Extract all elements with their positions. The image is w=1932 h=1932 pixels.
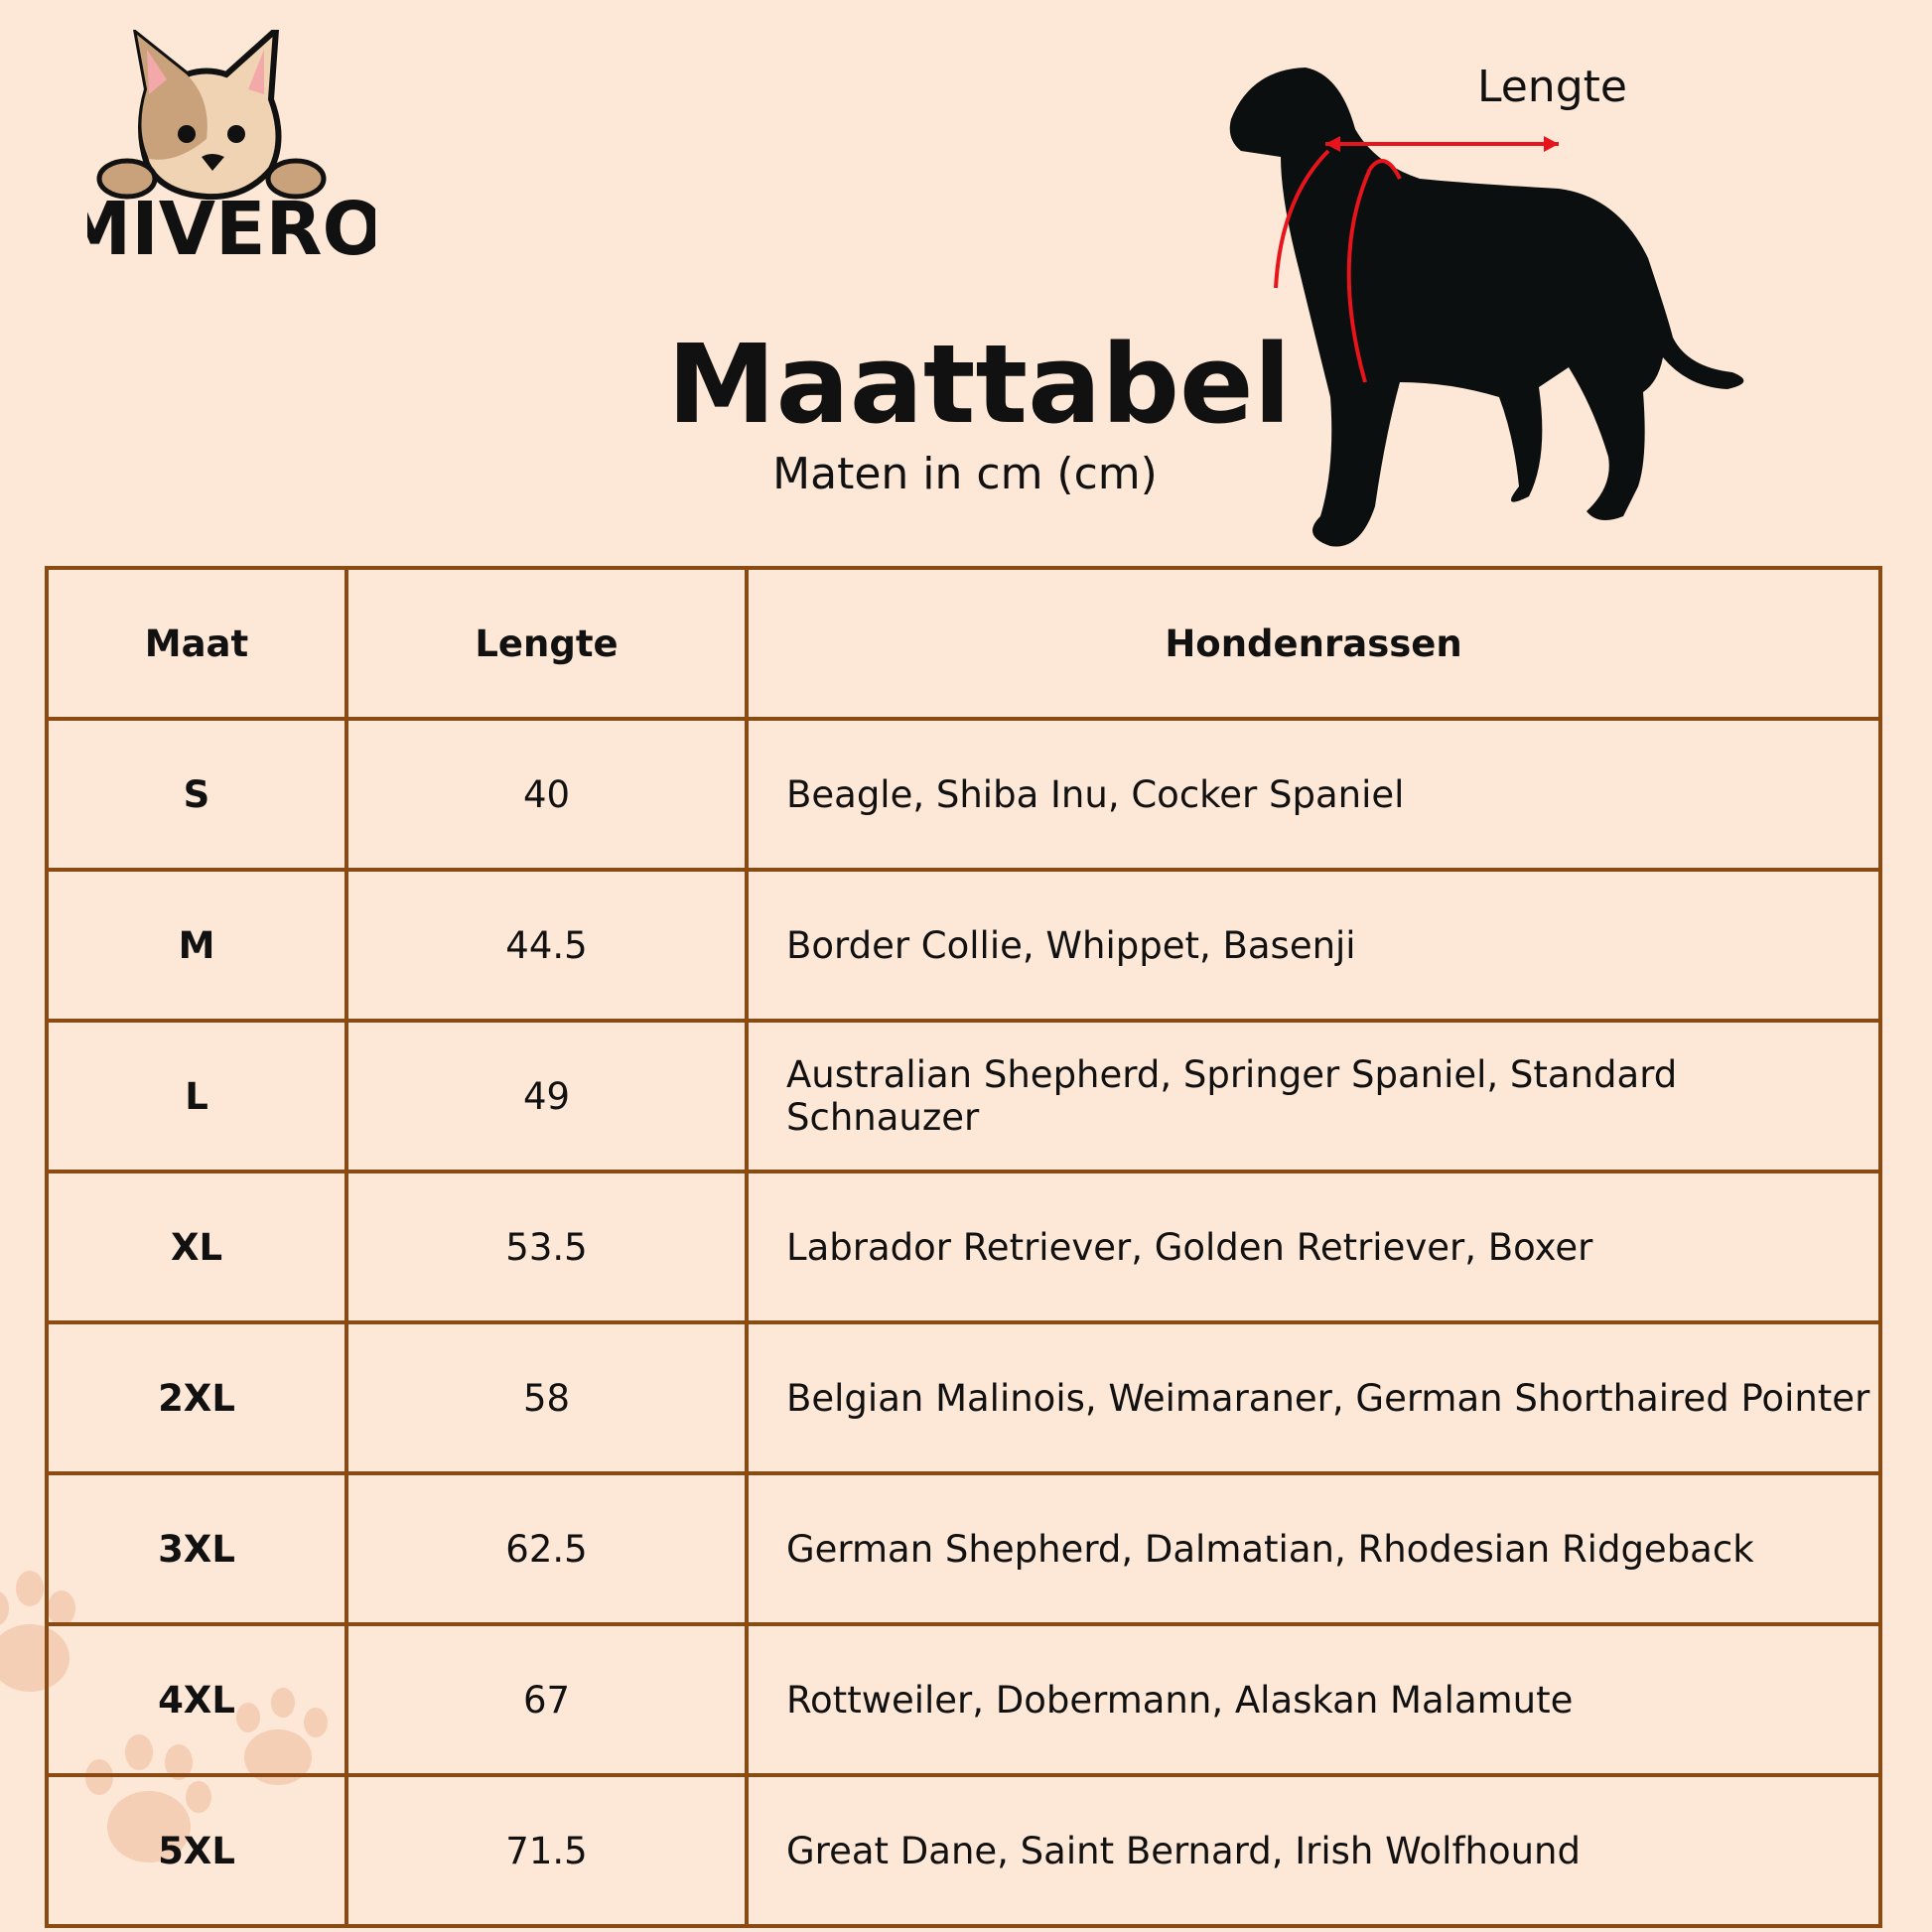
length-cell: 62.5 xyxy=(345,1471,749,1626)
table-row: S 40 Beagle, Shiba Inu, Cocker Spaniel xyxy=(45,717,1882,872)
breeds-cell: Belgian Malinois, Weimaraner, German Sho… xyxy=(745,1320,1882,1475)
size-cell: 5XL xyxy=(45,1773,348,1928)
length-cell: 71.5 xyxy=(345,1773,749,1928)
length-cell: 67 xyxy=(345,1622,749,1777)
size-cell: L xyxy=(45,1019,348,1173)
dog-measurement-diagram xyxy=(1229,68,1744,547)
breeds-cell: Rottweiler, Dobermann, Alaskan Malamute xyxy=(745,1622,1882,1777)
table-row: 5XL 71.5 Great Dane, Saint Bernard, Irish … xyxy=(45,1773,1882,1928)
logo-text: MIVERO xyxy=(87,187,375,263)
column-header: Hondenrassen xyxy=(745,566,1882,721)
table-row: M 44.5 Border Collie, Whippet, Basenji xyxy=(45,868,1882,1023)
mivero-logo: MIVERO xyxy=(87,30,375,263)
size-cell: 4XL xyxy=(45,1622,348,1777)
title-block: Maattabel Maten in cm (cm) xyxy=(667,321,1292,499)
length-cell: 44.5 xyxy=(345,868,749,1023)
size-cell: M xyxy=(45,868,348,1023)
breeds-cell: German Shepherd, Dalmatian, Rhodesian Ri… xyxy=(745,1471,1882,1626)
table-row: XL 53.5 Labrador Retriever, Golden Retriev… xyxy=(45,1170,1882,1324)
page-title: Maattabel xyxy=(667,321,1292,448)
length-cell: 49 xyxy=(345,1019,749,1173)
size-cell: XL xyxy=(45,1170,348,1324)
page-subtitle: Maten in cm (cm) xyxy=(772,448,1158,499)
table-row: 3XL 62.5 German Shepherd, Dalmatian, Rhode… xyxy=(45,1471,1882,1626)
breeds-cell: Border Collie, Whippet, Basenji xyxy=(745,868,1882,1023)
length-cell: 58 xyxy=(345,1320,749,1475)
size-cell: S xyxy=(45,717,348,872)
column-header: Lengte xyxy=(345,566,749,721)
table-row: L 49 Australian Shepherd, Springer Spaniel… xyxy=(45,1019,1882,1173)
size-cell: 2XL xyxy=(45,1320,348,1475)
size-table: Maat Lengte Hondenrassen S 40 Beagle, Shib… xyxy=(45,566,1882,1928)
breeds-cell: Australian Shepherd, Springer Spaniel, S… xyxy=(745,1019,1882,1173)
breeds-cell: Beagle, Shiba Inu, Cocker Spaniel xyxy=(745,717,1882,872)
breeds-cell: Great Dane, Saint Bernard, Irish Wolfhou… xyxy=(745,1773,1882,1928)
diagram-length-label: Lengte xyxy=(1477,62,1627,112)
length-cell: 53.5 xyxy=(345,1170,749,1324)
table-header-row: Maat Lengte Hondenrassen xyxy=(45,566,1882,721)
table-row: 2XL 58 Belgian Malinois, Weimaraner, Germa… xyxy=(45,1320,1882,1475)
column-header: Maat xyxy=(45,566,348,721)
table-row: 4XL 67 Rottweiler, Dobermann, Alaskan Mala… xyxy=(45,1622,1882,1777)
size-cell: 3XL xyxy=(45,1471,348,1626)
breeds-cell: Labrador Retriever, Golden Retriever, Bo… xyxy=(745,1170,1882,1324)
length-cell: 40 xyxy=(345,717,749,872)
